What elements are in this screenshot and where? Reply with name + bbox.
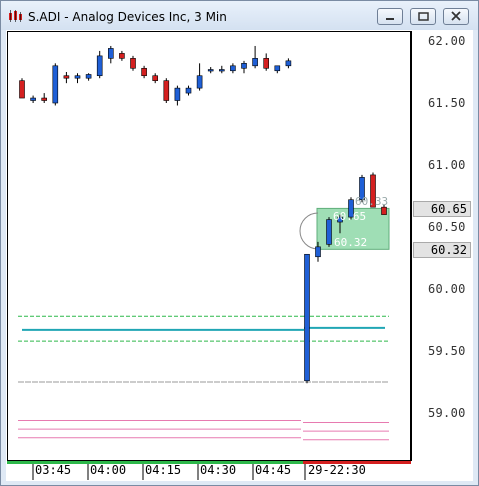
chart-client-area[interactable] xyxy=(6,30,473,481)
price-label: 60.00 xyxy=(428,282,466,296)
time-label: 29-22:30 xyxy=(308,463,366,477)
minimize-icon xyxy=(386,18,394,20)
time-label: 04:00 xyxy=(90,463,127,477)
maximize-icon xyxy=(418,12,429,21)
maximize-button[interactable] xyxy=(410,8,436,25)
close-button[interactable] xyxy=(443,8,469,25)
plot-area[interactable] xyxy=(7,31,411,461)
price-label: 59.00 xyxy=(428,406,466,420)
current-price-marker-low: 60.32 xyxy=(413,242,471,258)
time-label: 04:15 xyxy=(145,463,182,477)
price-label: 60.50 xyxy=(428,220,466,234)
time-label: 04:45 xyxy=(255,463,292,477)
time-label: 04:30 xyxy=(200,463,237,477)
price-axis-line xyxy=(411,31,412,461)
current-price-marker-high: 60.65 xyxy=(413,201,471,217)
app-icon xyxy=(9,10,22,22)
price-label: 62.00 xyxy=(428,34,466,48)
price-label: 61.50 xyxy=(428,96,466,110)
window-title: S.ADI - Analog Devices Inc, 3 Min xyxy=(28,10,227,24)
price-label: 61.00 xyxy=(428,158,466,172)
price-label: 59.50 xyxy=(428,344,466,358)
minimize-button[interactable] xyxy=(377,8,403,25)
time-axis-ticks xyxy=(7,461,411,480)
title-bar[interactable]: S.ADI - Analog Devices Inc, 3 Min xyxy=(1,1,478,30)
time-axis: 03:45 04:00 04:15 04:30 04:45 29-22:30 xyxy=(7,461,411,480)
close-icon xyxy=(451,11,461,21)
time-label: 03:45 xyxy=(35,463,72,477)
